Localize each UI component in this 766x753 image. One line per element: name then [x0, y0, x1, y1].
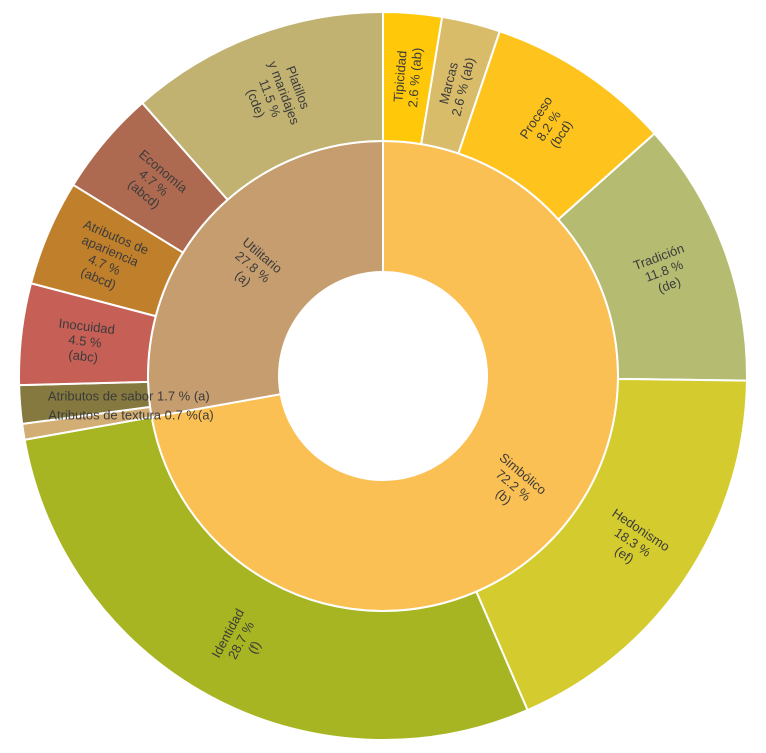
- segment-identidad: [23, 416, 529, 741]
- segment-hedonismo: [475, 377, 748, 712]
- segment-platillos-y-maridajes: [141, 11, 384, 201]
